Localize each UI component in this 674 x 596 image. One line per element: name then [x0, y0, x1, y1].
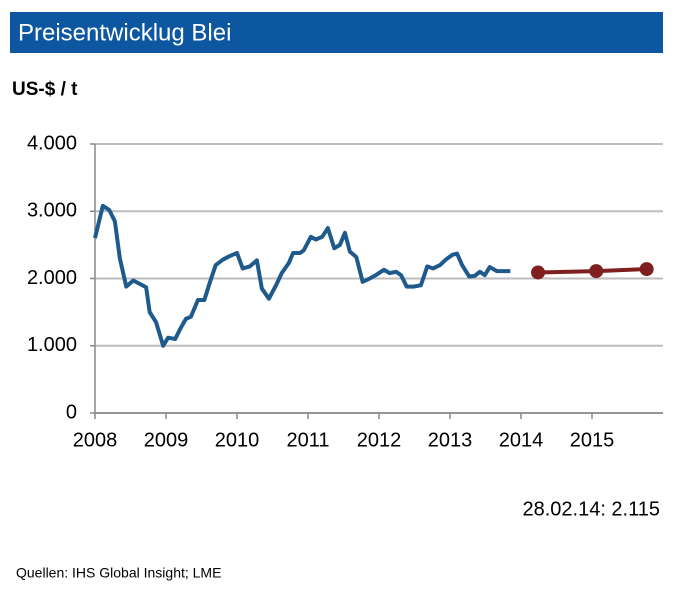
y-tick-label: 2.000	[27, 267, 77, 289]
x-tick-label: 2010	[215, 429, 260, 451]
x-tick-label: 2012	[357, 429, 402, 451]
chart-title: Preisentwicklug Blei	[18, 19, 231, 46]
source: Quellen: IHS Global Insight; LME	[16, 565, 221, 581]
x-tick-label: 2015	[570, 429, 615, 451]
y-tick-label: 0	[66, 401, 77, 423]
data-point	[639, 262, 654, 277]
data-line	[93, 203, 511, 348]
x-tick-label: 2008	[73, 429, 118, 451]
title-bar	[10, 12, 663, 53]
y-tick-label: 1.000	[27, 334, 77, 356]
y-tick-label: 3.000	[27, 200, 77, 222]
x-tick-label: 2013	[428, 429, 473, 451]
data-point	[589, 264, 604, 279]
x-tick-label: 2011	[286, 429, 329, 451]
y-tick-label: 4.000	[27, 132, 77, 154]
x-tick-label: 2014	[499, 429, 544, 451]
y-axis-label: US-$ / t	[12, 79, 78, 100]
x-tick-label: 2009	[144, 429, 189, 451]
annotation: 28.02.14: 2.115	[522, 498, 660, 520]
data-point	[531, 265, 546, 280]
